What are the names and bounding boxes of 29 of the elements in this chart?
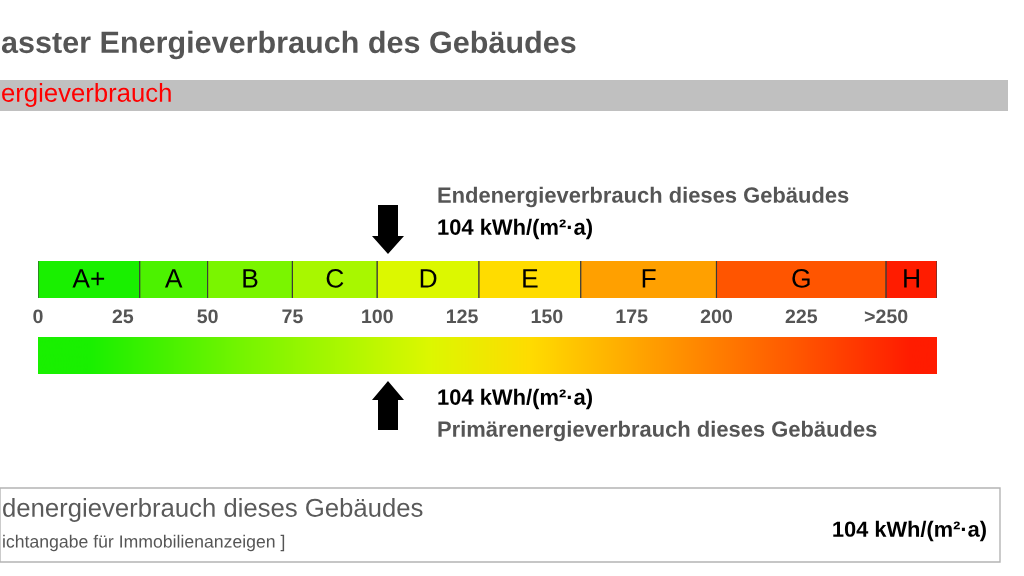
- x-tick-label: 125: [446, 309, 478, 324]
- text: 104 kWh/(m²·a): [438, 388, 592, 410]
- series-label: F: [642, 269, 656, 288]
- text: ichtangabe für Immobilienanzeigen ]: [3, 534, 285, 552]
- x-tick-label: 175: [616, 309, 648, 324]
- x-tick-label: >250: [864, 309, 908, 324]
- series-label: D: [420, 269, 437, 288]
- series-label: H: [904, 269, 919, 288]
- x-tick-label: 150: [531, 309, 563, 324]
- series-label: A: [164, 269, 183, 288]
- text: denergieverbrauch dieses Gebäudes: [3, 498, 423, 522]
- series-label: A+: [72, 269, 105, 288]
- x-tick-label: 0: [33, 309, 43, 324]
- text: Primärenergieverbrauch dieses Gebäudes: [438, 420, 877, 442]
- chart-title: asster Energieverbrauch des Gebäudes: [1, 30, 576, 60]
- x-tick-label: 50: [197, 309, 218, 324]
- chart-subtitle: ergieverbrauch: [2, 83, 171, 107]
- x-tick-label: 200: [700, 309, 733, 324]
- x-tick-label: 25: [112, 309, 134, 324]
- series-label: G: [792, 269, 810, 288]
- text: 104 kWh/(m²·a): [833, 520, 986, 542]
- series-label: E: [523, 269, 538, 288]
- series-label: C: [326, 269, 344, 288]
- x-tick-label: 225: [785, 309, 818, 324]
- text: Endenergieverbrauch dieses Gebäudes: [438, 186, 849, 208]
- text: 104 kWh/(m²·a): [438, 218, 592, 240]
- x-tick-label: 100: [362, 309, 393, 324]
- series-label: B: [243, 269, 258, 288]
- x-tick-label: 75: [282, 309, 303, 324]
